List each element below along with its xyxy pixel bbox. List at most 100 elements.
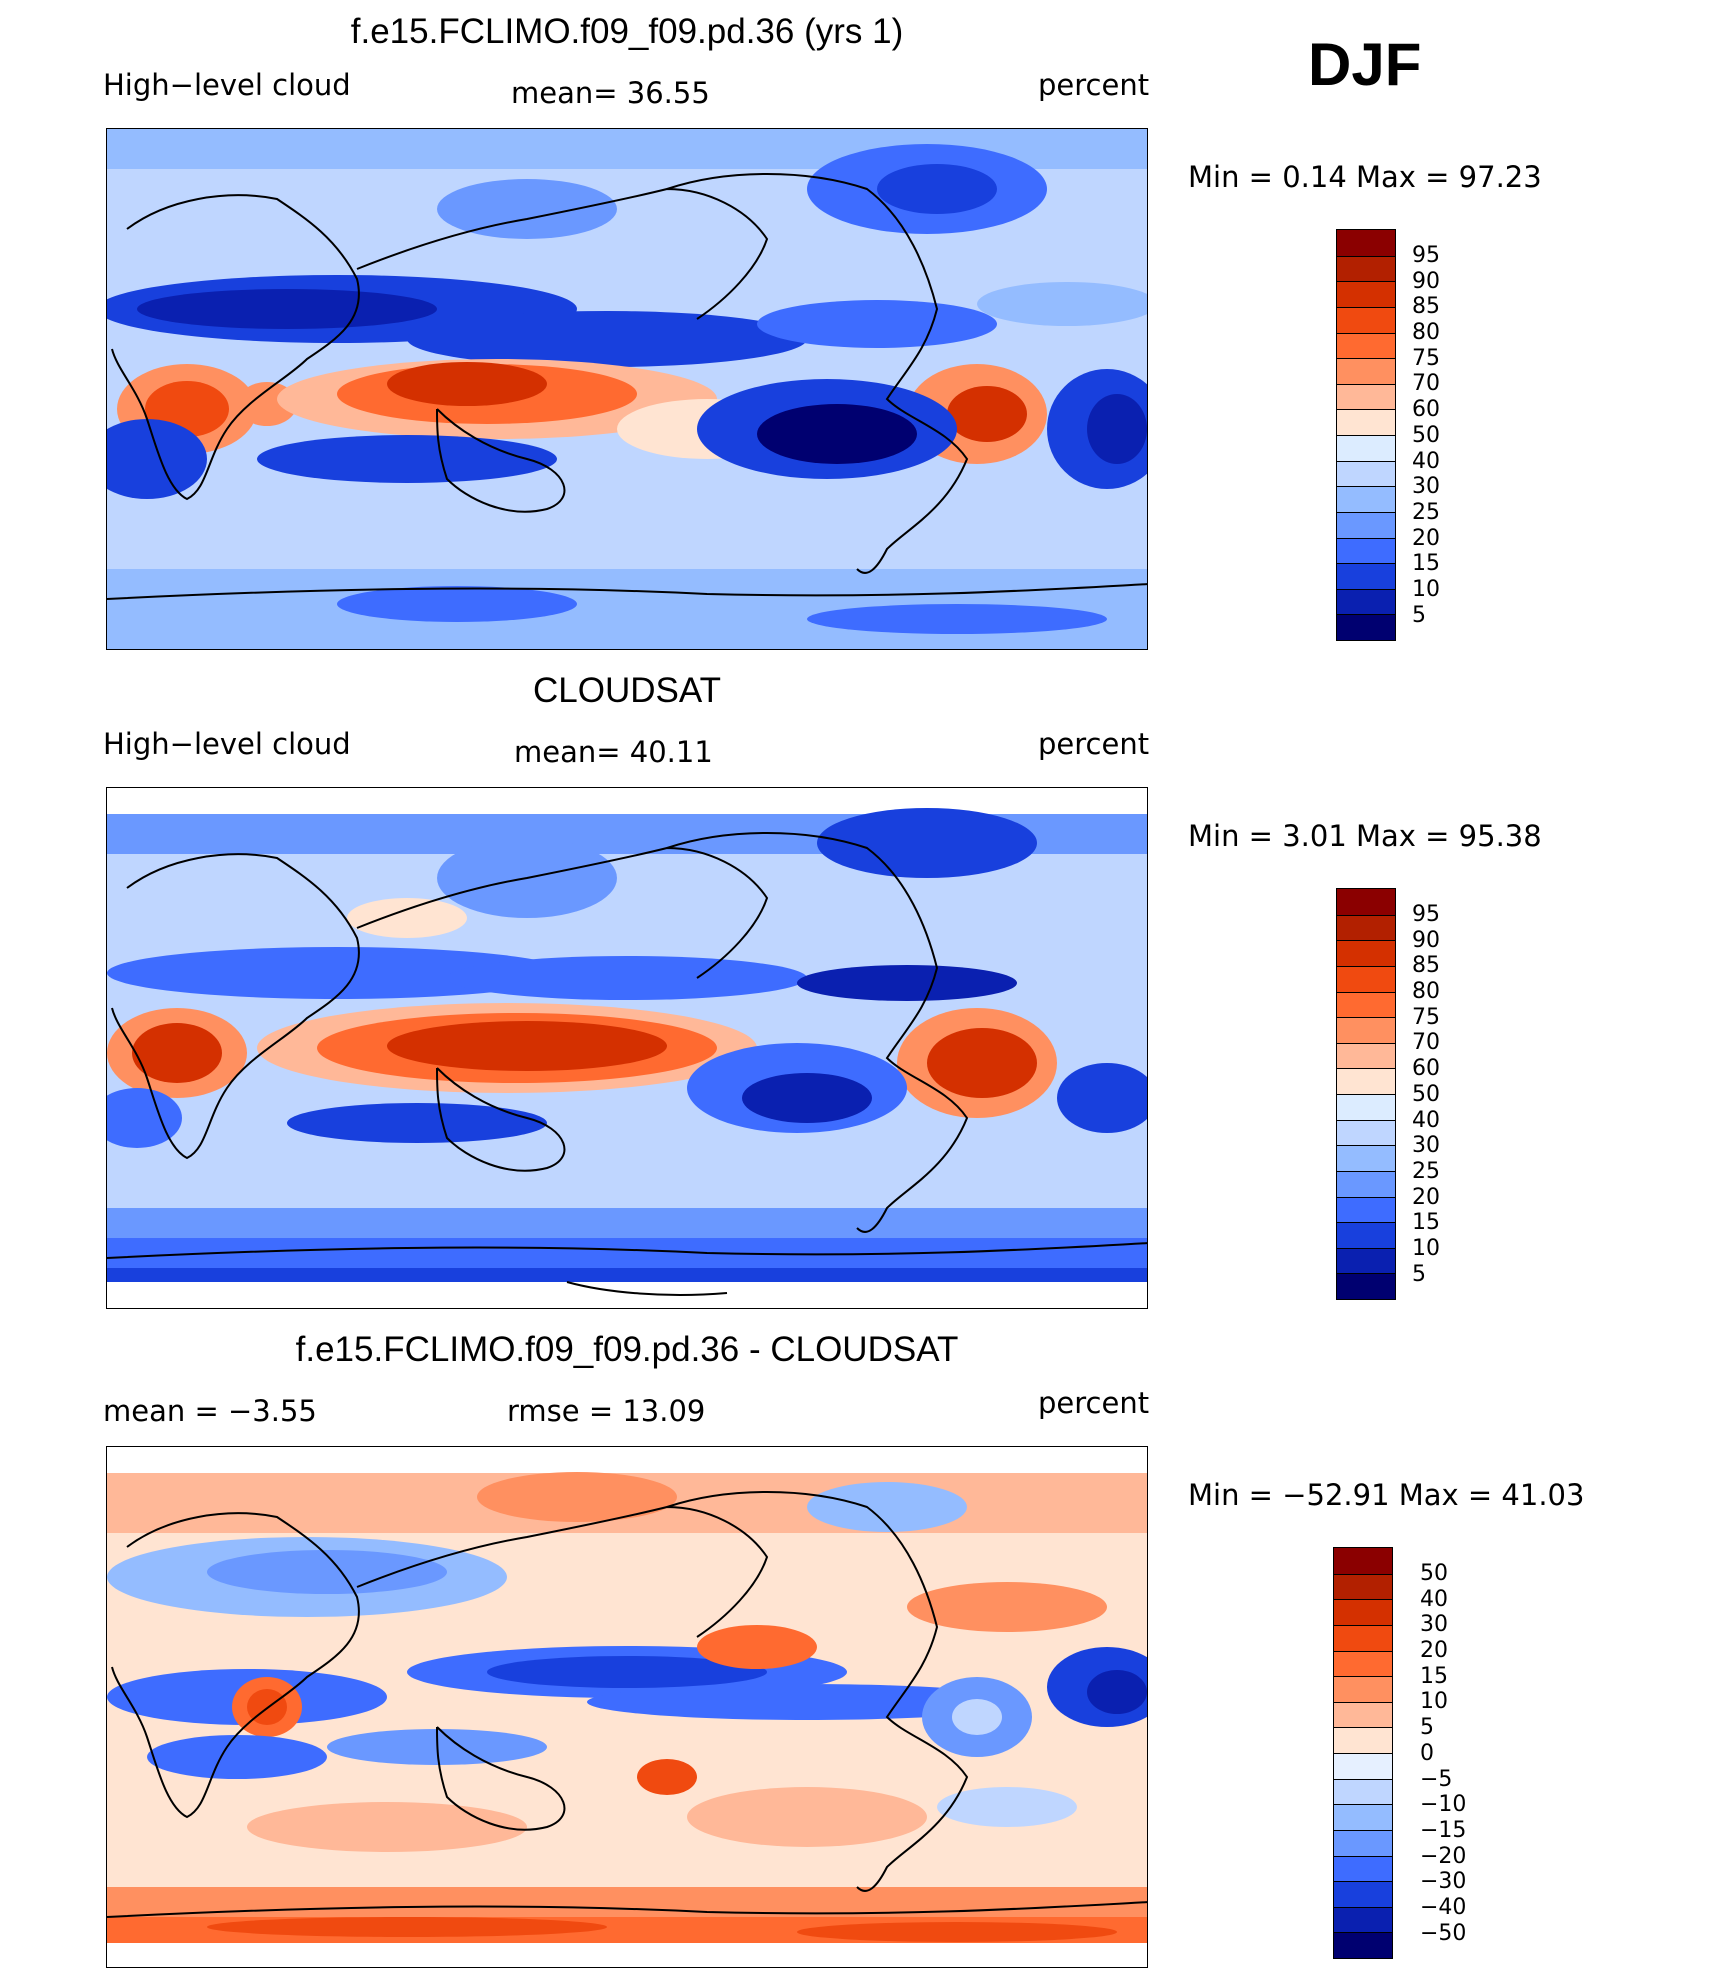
colorbar-separator [1337, 1119, 1395, 1121]
colorbar-tick-label: 85 [1412, 953, 1440, 979]
colorbar-separator [1334, 1701, 1392, 1703]
colorbar-tick-label: 60 [1412, 397, 1440, 423]
colorbar-tick-label: 30 [1412, 474, 1440, 500]
colorbar-tick-label: 20 [1420, 1638, 1448, 1664]
minmax-label: Min = −52.91 Max = 41.03 [1188, 1478, 1585, 1512]
colorbar-tick-label: 40 [1420, 1586, 1448, 1612]
colorbar-tick-label: 15 [1412, 1210, 1440, 1236]
colorbar-tick-label: 15 [1420, 1663, 1448, 1689]
units-label: percent [1038, 68, 1150, 102]
colorbar-tick-label: 40 [1412, 1107, 1440, 1133]
colorbar-separator [1337, 1222, 1395, 1224]
colorbar-tick-label: 25 [1412, 499, 1440, 525]
colorbar-box [1337, 1068, 1395, 1094]
mean-label: mean= 40.11 [514, 735, 713, 769]
colorbar-box [1337, 563, 1395, 589]
colorbar-separator [1334, 1573, 1392, 1575]
colorbar-tick-label: 10 [1420, 1689, 1448, 1715]
colorbar-box [1334, 1573, 1392, 1600]
colorbar-separator [1334, 1932, 1392, 1934]
colorbar-separator [1337, 1017, 1395, 1019]
colorbar-box [1337, 306, 1395, 333]
colorbar-tick-label: 95 [1412, 243, 1440, 268]
colorbar-separator [1337, 1042, 1395, 1044]
colorbar-box [1334, 1804, 1392, 1830]
colorbar-tick-label: 40 [1412, 448, 1440, 474]
colorbar-tick-label: 75 [1412, 1004, 1440, 1030]
colorbar-tick-label: 85 [1412, 294, 1440, 320]
colorbar-separator [1337, 1273, 1395, 1275]
colorbar-separator [1337, 614, 1395, 616]
colorbar-separator [1334, 1906, 1392, 1908]
colorbar-separator [1337, 991, 1395, 993]
colorbar-box [1337, 940, 1395, 966]
map-diff [106, 1446, 1148, 1968]
colorbar-box [1337, 230, 1395, 256]
colorbar-box [1337, 889, 1395, 915]
colorbar-separator [1337, 486, 1395, 488]
colorbar-separator [1337, 537, 1395, 539]
colorbar-separator [1337, 1170, 1395, 1172]
colorbar-box [1334, 1881, 1392, 1907]
colorbar-box [1337, 588, 1395, 615]
colorbar-tick-label: 10 [1412, 576, 1440, 602]
colorbar-tick-label: −5 [1420, 1766, 1453, 1792]
colorbar-box [1337, 1222, 1395, 1248]
mean-label: mean= 36.55 [511, 76, 710, 110]
colorbar-separator [1334, 1778, 1392, 1780]
panel-title: f.e15.FCLIMO.f09_f09.pd.36 - CLOUDSAT [295, 1330, 959, 1369]
colorbar-separator [1337, 409, 1395, 411]
colorbar-separator [1337, 1247, 1395, 1249]
panel-title: f.e15.FCLIMO.f09_f09.pd.36 (yrs 1) [350, 12, 904, 51]
colorbar-box [1337, 332, 1395, 359]
colorbar-tick-label: 90 [1412, 927, 1440, 953]
panel-title: CLOUDSAT [533, 671, 721, 710]
colorbar-box [1334, 1548, 1392, 1574]
colorbar-tick-label: −10 [1420, 1792, 1467, 1818]
colorbar-obs [1336, 888, 1396, 1300]
colorbar-tick-label: 80 [1412, 979, 1440, 1005]
colorbar-box [1334, 1906, 1392, 1933]
colorbar-separator [1337, 358, 1395, 360]
colorbar-tick-label: 0 [1420, 1740, 1434, 1766]
colorbar-separator [1337, 306, 1395, 308]
colorbar-separator [1337, 914, 1395, 916]
colorbar-tick-label: 20 [1412, 525, 1440, 551]
colorbar-tick-label: 30 [1412, 1133, 1440, 1159]
colorbar-box [1334, 1829, 1392, 1856]
colorbar-box [1337, 409, 1395, 435]
colorbar-tick-label: 30 [1420, 1612, 1448, 1638]
colorbar-tick-label: 5 [1412, 602, 1426, 628]
colorbar-box [1334, 1753, 1392, 1779]
colorbar-separator [1334, 1624, 1392, 1626]
variable-label: High−level cloud [103, 727, 351, 761]
map-model [106, 128, 1148, 650]
colorbar-box [1337, 965, 1395, 992]
mean-label: mean = −3.55 [103, 1394, 317, 1428]
colorbar-separator [1337, 255, 1395, 257]
colorbar-tick-label: 70 [1412, 1030, 1440, 1056]
colorbar-tick-label: 80 [1412, 320, 1440, 346]
colorbar-separator [1337, 1196, 1395, 1198]
colorbar-tick-label: 25 [1412, 1158, 1440, 1184]
colorbar-tick-label: −50 [1420, 1920, 1467, 1946]
colorbar-box [1337, 383, 1395, 410]
colorbar-separator [1334, 1599, 1392, 1601]
minmax-label: Min = 0.14 Max = 97.23 [1188, 160, 1542, 194]
colorbar-tick-label: −40 [1420, 1894, 1467, 1920]
colorbar-box [1337, 358, 1395, 384]
variable-label: High−level cloud [103, 68, 351, 102]
colorbar-box [1337, 1196, 1395, 1223]
colorbar-box [1337, 435, 1395, 461]
colorbar-separator [1337, 383, 1395, 385]
map-obs [106, 787, 1148, 1309]
colorbar-separator [1337, 965, 1395, 967]
colorbar-separator [1334, 1650, 1392, 1652]
colorbar-separator [1334, 1676, 1392, 1678]
colorbar-box [1334, 1599, 1392, 1625]
colorbar-box [1334, 1624, 1392, 1651]
colorbar-tick-label: 75 [1412, 345, 1440, 371]
colorbar-separator [1334, 1855, 1392, 1857]
colorbar-separator [1334, 1881, 1392, 1883]
colorbar-box [1337, 1042, 1395, 1069]
